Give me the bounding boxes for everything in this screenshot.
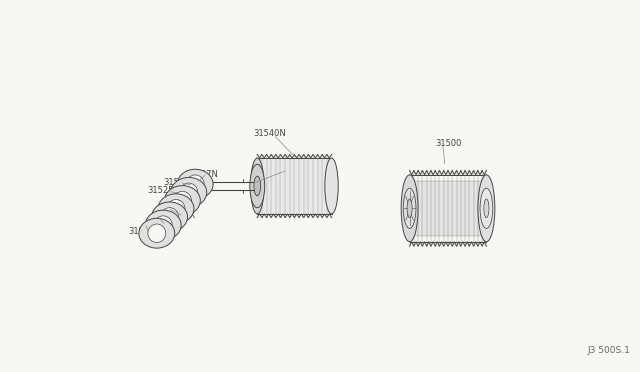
Ellipse shape [177, 169, 213, 199]
Ellipse shape [484, 199, 489, 218]
Text: 31525P: 31525P [147, 186, 179, 195]
Ellipse shape [161, 208, 179, 226]
Ellipse shape [164, 186, 200, 215]
Ellipse shape [478, 175, 495, 242]
Ellipse shape [254, 176, 260, 196]
Text: 31407N: 31407N [186, 170, 218, 179]
Polygon shape [410, 181, 486, 236]
Ellipse shape [154, 216, 172, 234]
Ellipse shape [173, 191, 191, 210]
Ellipse shape [250, 164, 265, 208]
Text: 31500: 31500 [435, 139, 461, 148]
Ellipse shape [251, 158, 264, 214]
Ellipse shape [152, 202, 188, 232]
Text: 31540N: 31540N [253, 129, 285, 138]
Ellipse shape [325, 158, 338, 214]
Text: 31525P: 31525P [128, 227, 159, 236]
Text: 31435X: 31435X [163, 211, 195, 220]
Ellipse shape [180, 183, 198, 202]
Ellipse shape [171, 177, 207, 207]
Ellipse shape [139, 218, 175, 248]
Text: 31525P: 31525P [146, 219, 177, 228]
Polygon shape [257, 158, 332, 214]
Ellipse shape [145, 210, 181, 240]
Ellipse shape [186, 175, 204, 193]
Ellipse shape [167, 199, 185, 218]
Ellipse shape [407, 199, 412, 218]
Text: J3 500S.1: J3 500S.1 [588, 346, 630, 355]
Ellipse shape [401, 175, 418, 242]
Text: 31525P: 31525P [163, 178, 195, 187]
Ellipse shape [158, 194, 194, 224]
Text: 31555: 31555 [269, 165, 295, 174]
Ellipse shape [480, 188, 493, 228]
Ellipse shape [403, 188, 416, 228]
Ellipse shape [148, 224, 166, 243]
